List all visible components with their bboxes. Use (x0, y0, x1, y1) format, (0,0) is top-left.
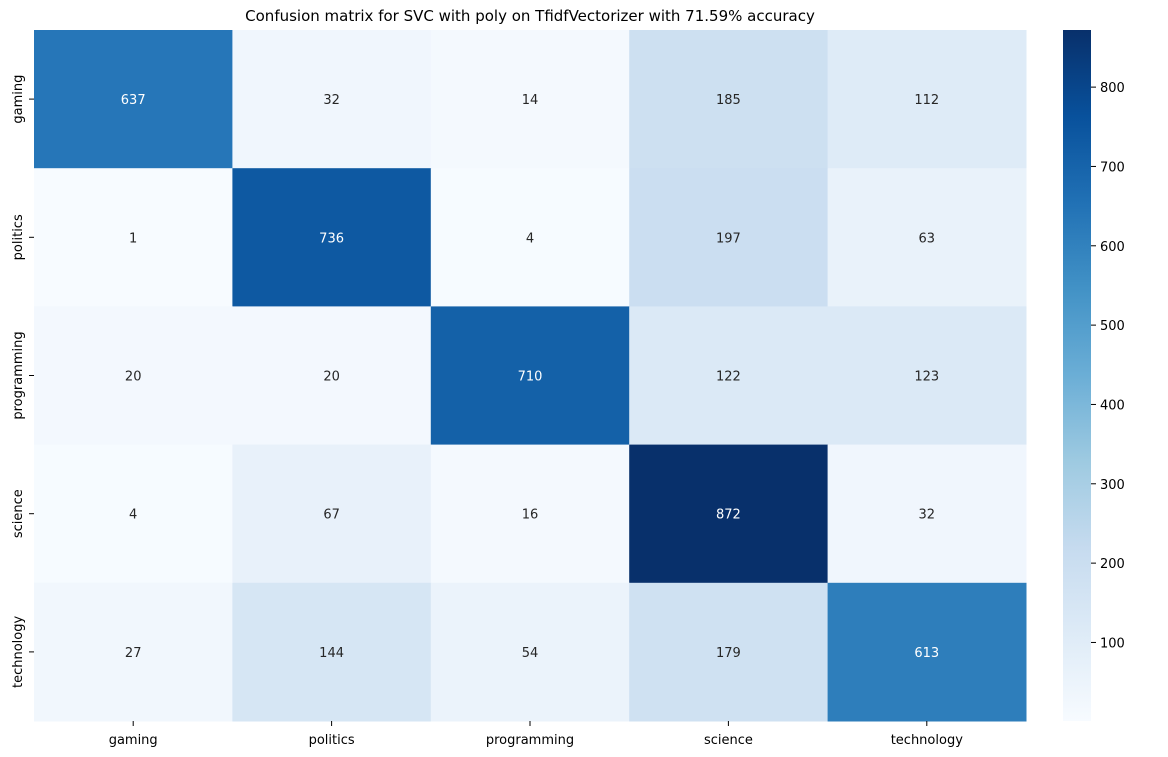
heatmap-cell-r4-c0 (34, 582, 233, 722)
cell-value-r1-c3: 197 (716, 231, 741, 246)
heatmap-cell-r1-c2 (430, 168, 630, 307)
y-tick-label-politics: politics (11, 214, 26, 260)
heatmap-cell-r3-c0 (34, 444, 233, 584)
x-tick-label-gaming: gaming (109, 733, 158, 748)
heatmap-cell-r4-c1 (232, 582, 432, 722)
x-tick-label-programming: programming (486, 733, 574, 748)
heatmap-cell-r0-c0 (34, 30, 233, 169)
heatmap-cell-r4-c3 (629, 582, 829, 722)
x-tick-label-science: science (704, 733, 753, 748)
cell-value-r4-c2: 54 (522, 646, 539, 661)
colorbar-tick-label-500: 500 (1100, 319, 1125, 334)
colorbar: 100 200 300 400 500 600 700 800 (1063, 30, 1125, 721)
cell-value-r4-c4: 613 (914, 646, 939, 661)
heatmap-cell-r0-c1 (232, 30, 432, 169)
heatmap-cell-r2-c2 (430, 306, 630, 446)
cell-value-r0-c0: 637 (121, 93, 146, 108)
cell-value-r2-c2: 710 (518, 370, 543, 385)
cell-value-r0-c2: 14 (522, 93, 539, 108)
colorbar-tick-label-400: 400 (1100, 398, 1125, 413)
cell-value-r2-c1: 20 (323, 370, 340, 385)
cell-value-r0-c3: 185 (716, 93, 741, 108)
heatmap-cells: 637 32 14 185 112 1 736 4 197 63 20 20 710 122 123 4 67 1… (34, 30, 1027, 722)
cell-value-r3-c3: 872 (716, 508, 741, 523)
colorbar-tick-label-100: 100 (1100, 636, 1125, 651)
heatmap-cell-r3-c3 (629, 444, 829, 584)
heatmap-cell-r1-c0 (34, 168, 233, 307)
colorbar-tick-label-600: 600 (1100, 240, 1125, 255)
x-tick-label-technology: technology (891, 733, 963, 748)
cell-value-r2-c4: 123 (914, 370, 939, 385)
heatmap-cell-r3-c2 (430, 444, 630, 584)
heatmap-cell-r1-c4 (827, 168, 1027, 307)
heatmap-cell-r1-c1 (232, 168, 432, 307)
heatmap-cell-r2-c1 (232, 306, 432, 446)
cell-value-r1-c0: 1 (129, 231, 137, 246)
cell-value-r3-c0: 4 (129, 508, 137, 523)
heatmap-cell-r4-c4 (827, 582, 1027, 722)
heatmap-cell-r2-c4 (827, 306, 1027, 446)
y-tick-label-technology: technology (11, 616, 26, 688)
cell-value-r1-c1: 736 (319, 231, 344, 246)
heatmap-cell-r2-c0 (34, 306, 233, 446)
cell-value-r1-c2: 4 (526, 231, 534, 246)
chart-title: Confusion matrix for SVC with poly on Tf… (245, 7, 815, 25)
colorbar-tick-label-800: 800 (1100, 81, 1125, 96)
heatmap-cell-r4-c2 (430, 582, 630, 722)
y-tick-label-programming: programming (11, 331, 26, 419)
heatmap-cell-r3-c4 (827, 444, 1027, 584)
cell-value-r3-c2: 16 (522, 508, 539, 523)
heatmap-cell-r0-c3 (629, 30, 829, 169)
y-axis: gaming politics programming science technolo… (11, 75, 34, 688)
cell-value-r4-c1: 144 (319, 646, 344, 661)
y-tick-label-gaming: gaming (11, 75, 26, 124)
heatmap-cell-r0-c4 (827, 30, 1027, 169)
cell-value-r3-c4: 32 (919, 508, 936, 523)
cell-value-r2-c0: 20 (125, 370, 142, 385)
cell-value-r0-c4: 112 (914, 93, 939, 108)
cell-value-r4-c0: 27 (125, 646, 142, 661)
cell-value-r4-c3: 179 (716, 646, 741, 661)
x-tick-label-politics: politics (309, 733, 355, 748)
colorbar-gradient (1063, 30, 1091, 721)
heatmap-cell-r2-c3 (629, 306, 829, 446)
heatmap-cell-r1-c3 (629, 168, 829, 307)
colorbar-tick-label-700: 700 (1100, 160, 1125, 175)
heatmap-cell-r0-c2 (430, 30, 630, 169)
colorbar-tick-label-300: 300 (1100, 478, 1125, 493)
x-axis: gaming politics programming science technolo… (109, 721, 963, 748)
cell-value-r2-c3: 122 (716, 370, 741, 385)
heatmap-cell-r3-c1 (232, 444, 432, 584)
cell-value-r1-c4: 63 (919, 231, 936, 246)
colorbar-tick-label-200: 200 (1100, 557, 1125, 572)
y-tick-label-science: science (11, 489, 26, 538)
cell-value-r3-c1: 67 (323, 508, 340, 523)
cell-value-r0-c1: 32 (323, 93, 340, 108)
